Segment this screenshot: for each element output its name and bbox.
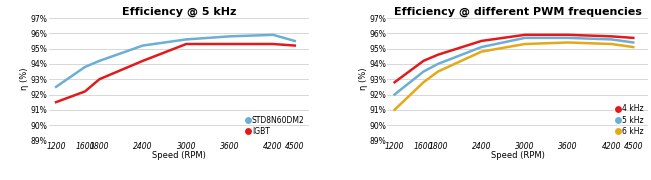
- Legend: 4 kHz, 5 kHz, 6 kHz: 4 kHz, 5 kHz, 6 kHz: [615, 103, 644, 137]
- Legend: STD8N60DM2, IGBT: STD8N60DM2, IGBT: [246, 115, 305, 137]
- Title: Efficiency @ 5 kHz: Efficiency @ 5 kHz: [122, 7, 236, 17]
- X-axis label: Speed (RPM): Speed (RPM): [491, 151, 544, 160]
- Title: Efficiency @ different PWM frequencies: Efficiency @ different PWM frequencies: [394, 7, 641, 17]
- Y-axis label: η (%): η (%): [359, 68, 368, 90]
- X-axis label: Speed (RPM): Speed (RPM): [152, 151, 206, 160]
- Y-axis label: η (%): η (%): [20, 68, 29, 90]
